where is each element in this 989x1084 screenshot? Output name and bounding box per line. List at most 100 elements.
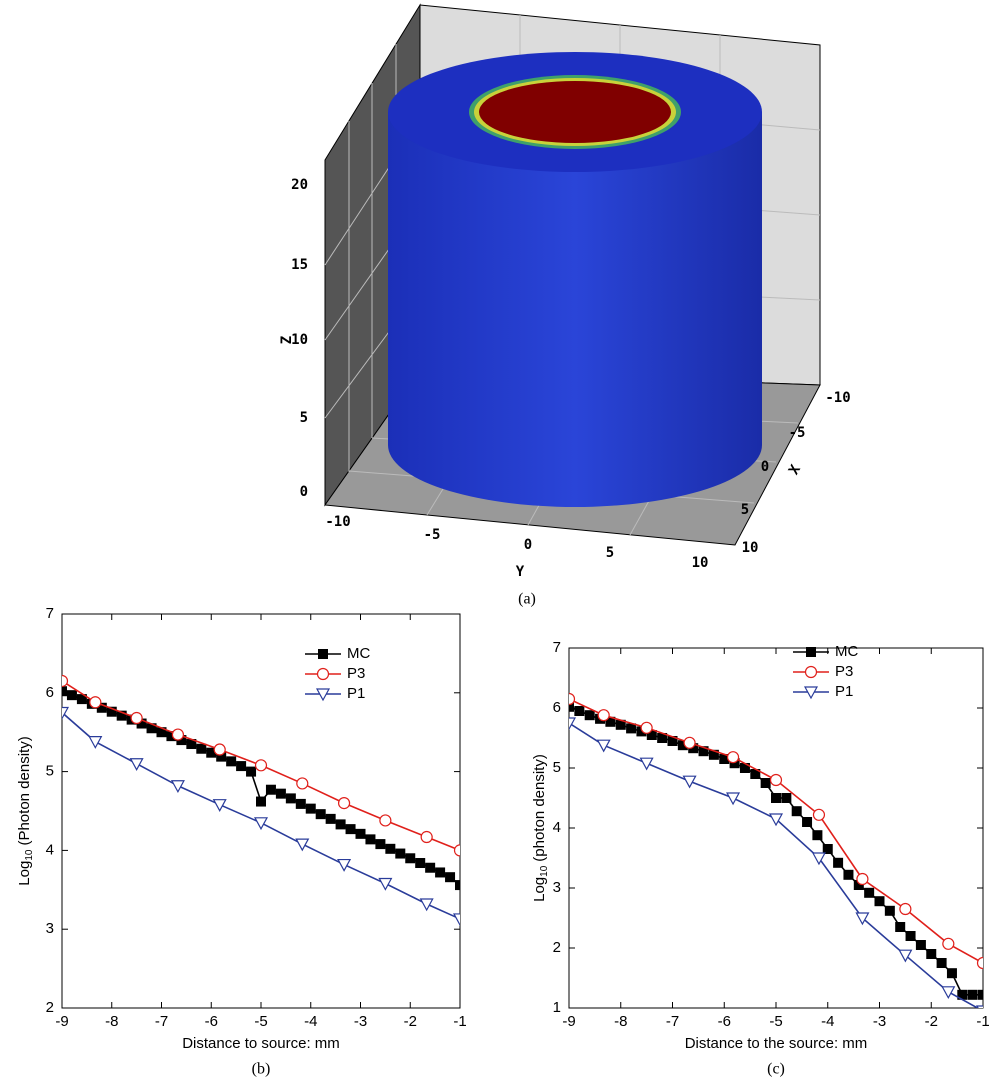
y-tick-label: 6 — [553, 699, 561, 716]
marker — [853, 880, 864, 890]
marker — [677, 740, 688, 751]
marker — [146, 723, 157, 734]
x-axis-label: Distance to the source: mm — [685, 1035, 868, 1052]
x-tick-label: -10 — [825, 390, 850, 406]
marker — [946, 968, 957, 979]
marker — [116, 710, 127, 721]
y-tick-label: 2 — [46, 999, 54, 1016]
y-tick-label: 5 — [46, 763, 54, 780]
marker — [915, 940, 926, 950]
y-tick-label: 3 — [553, 879, 561, 896]
legend-label: MC — [835, 643, 858, 660]
z-tick-label: 15 — [291, 257, 308, 273]
marker — [378, 877, 393, 891]
x-axis-label: X — [786, 462, 804, 478]
x-tick-label: -5 — [789, 425, 806, 441]
y-axis-label: Log10 (photon density) — [531, 754, 550, 902]
x-tick-label: 0 — [761, 459, 769, 475]
marker — [657, 733, 668, 743]
marker — [739, 763, 750, 773]
marker — [646, 730, 657, 740]
y-tick-label: -5 — [424, 527, 441, 543]
y-tick-label: 5 — [606, 545, 614, 561]
marker — [864, 887, 875, 898]
z-tick-label: 10 — [291, 332, 308, 348]
marker — [337, 797, 351, 810]
marker — [295, 798, 306, 809]
marker — [597, 709, 610, 722]
plot-frame — [61, 613, 461, 1009]
marker — [781, 793, 792, 803]
marker — [750, 769, 761, 779]
marker — [926, 949, 937, 959]
marker — [584, 710, 595, 721]
marker — [96, 702, 107, 713]
marker — [640, 721, 653, 734]
legend-marker — [315, 688, 331, 702]
marker — [166, 731, 177, 742]
y-label-subscript: 10 — [539, 865, 550, 877]
plot-area — [62, 674, 460, 927]
legend-marker — [804, 665, 818, 679]
x-tick-label: -9 — [55, 1013, 68, 1030]
marker — [345, 824, 356, 835]
x-tick-label: -3 — [354, 1013, 367, 1030]
z-tick-label: 5 — [300, 410, 308, 426]
y-label-rest: (photon density) — [531, 754, 548, 862]
marker — [66, 690, 77, 701]
marker — [445, 872, 456, 883]
marker — [802, 817, 813, 827]
marker — [379, 814, 392, 827]
y-tick-label: 6 — [46, 684, 54, 701]
marker — [936, 958, 947, 968]
x-tick-label: -5 — [769, 1013, 782, 1030]
y-axis-label: Y — [516, 564, 525, 580]
marker — [615, 719, 626, 730]
marker — [62, 686, 67, 697]
y-tick-label: 10 — [692, 555, 709, 571]
marker — [605, 716, 616, 727]
x-tick-label: -2 — [404, 1013, 417, 1030]
legend-label: MC — [347, 645, 370, 662]
marker — [375, 839, 386, 850]
marker — [811, 852, 826, 866]
x-tick-label: -1 — [453, 1013, 466, 1030]
x-tick-label: 10 — [742, 540, 759, 556]
marker — [976, 956, 983, 970]
marker — [708, 749, 719, 760]
y-tick-label: 3 — [46, 920, 54, 937]
marker — [88, 736, 103, 749]
marker — [295, 838, 310, 852]
caption: (c) — [767, 1061, 785, 1078]
x-tick-label: -4 — [821, 1013, 834, 1030]
marker — [895, 922, 906, 932]
marker — [285, 793, 296, 804]
x-tick-label: -8 — [105, 1013, 118, 1030]
marker — [771, 793, 781, 803]
marker — [688, 743, 699, 754]
marker — [856, 872, 869, 886]
marker — [106, 706, 117, 717]
marker — [236, 761, 247, 772]
marker — [385, 843, 396, 854]
caption: (b) — [252, 1061, 271, 1078]
marker — [719, 754, 730, 764]
marker — [453, 844, 460, 857]
plot-frame — [568, 647, 984, 1009]
marker — [833, 857, 844, 868]
marker — [156, 727, 167, 738]
marker — [905, 931, 916, 941]
marker — [171, 728, 185, 741]
y-axis-label: Log10 (Photon density) — [16, 736, 35, 885]
marker — [682, 775, 697, 789]
marker — [275, 788, 286, 799]
y-tick-label: 0 — [524, 537, 532, 553]
top-core — [479, 81, 671, 143]
marker — [855, 912, 870, 926]
y-tick-label: 4 — [46, 841, 54, 858]
marker — [957, 989, 968, 1000]
marker — [726, 792, 741, 806]
box-3d — [324, 3, 821, 546]
